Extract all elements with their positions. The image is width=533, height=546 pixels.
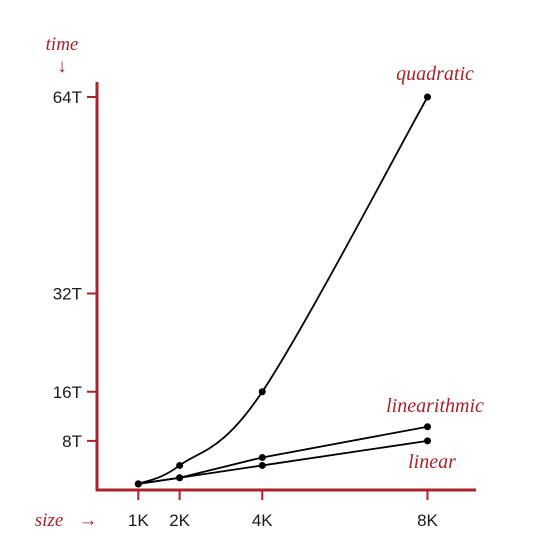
- y-ticks: 8T 16T 32T 64T: [53, 88, 97, 451]
- series-points: [134, 93, 432, 488]
- x-tick-label: 2K: [169, 511, 190, 530]
- series-line-linear: [138, 439, 428, 485]
- series-line-quadratic: [137, 96, 429, 485]
- x-axis-title-arrow-icon: →: [79, 510, 98, 531]
- y-tick-label: 64T: [53, 88, 82, 107]
- data-point-quadratic: [424, 93, 432, 101]
- data-point-linear: [176, 474, 184, 482]
- series-lines: [137, 96, 429, 485]
- x-tick-label: 4K: [252, 511, 273, 530]
- data-point-linear: [258, 461, 266, 469]
- data-point-linear: [424, 437, 432, 445]
- axes: [95, 82, 476, 492]
- data-point-quadratic: [258, 388, 266, 396]
- series-label-linear: linear: [408, 451, 456, 473]
- y-tick-label: 16T: [53, 383, 82, 402]
- x-axis-title: size: [35, 510, 64, 531]
- y-axis-title-arrow-icon: ↓: [57, 56, 67, 77]
- y-tick-label: 32T: [53, 285, 82, 304]
- x-tick-label: 1K: [128, 511, 149, 530]
- series-label-linearithmic: linearithmic: [386, 395, 484, 417]
- y-tick-label: 8T: [62, 432, 82, 451]
- data-point-linearithmic: [424, 423, 432, 431]
- series-label-quadratic: quadratic: [396, 63, 474, 85]
- x-tick-label: 8K: [417, 511, 438, 530]
- data-point-linearithmic: [258, 453, 266, 461]
- data-point-linear: [134, 480, 142, 488]
- x-ticks: 1K 2K 4K 8K: [128, 490, 439, 530]
- y-axis-title: time: [46, 34, 79, 55]
- data-point-quadratic: [176, 461, 184, 469]
